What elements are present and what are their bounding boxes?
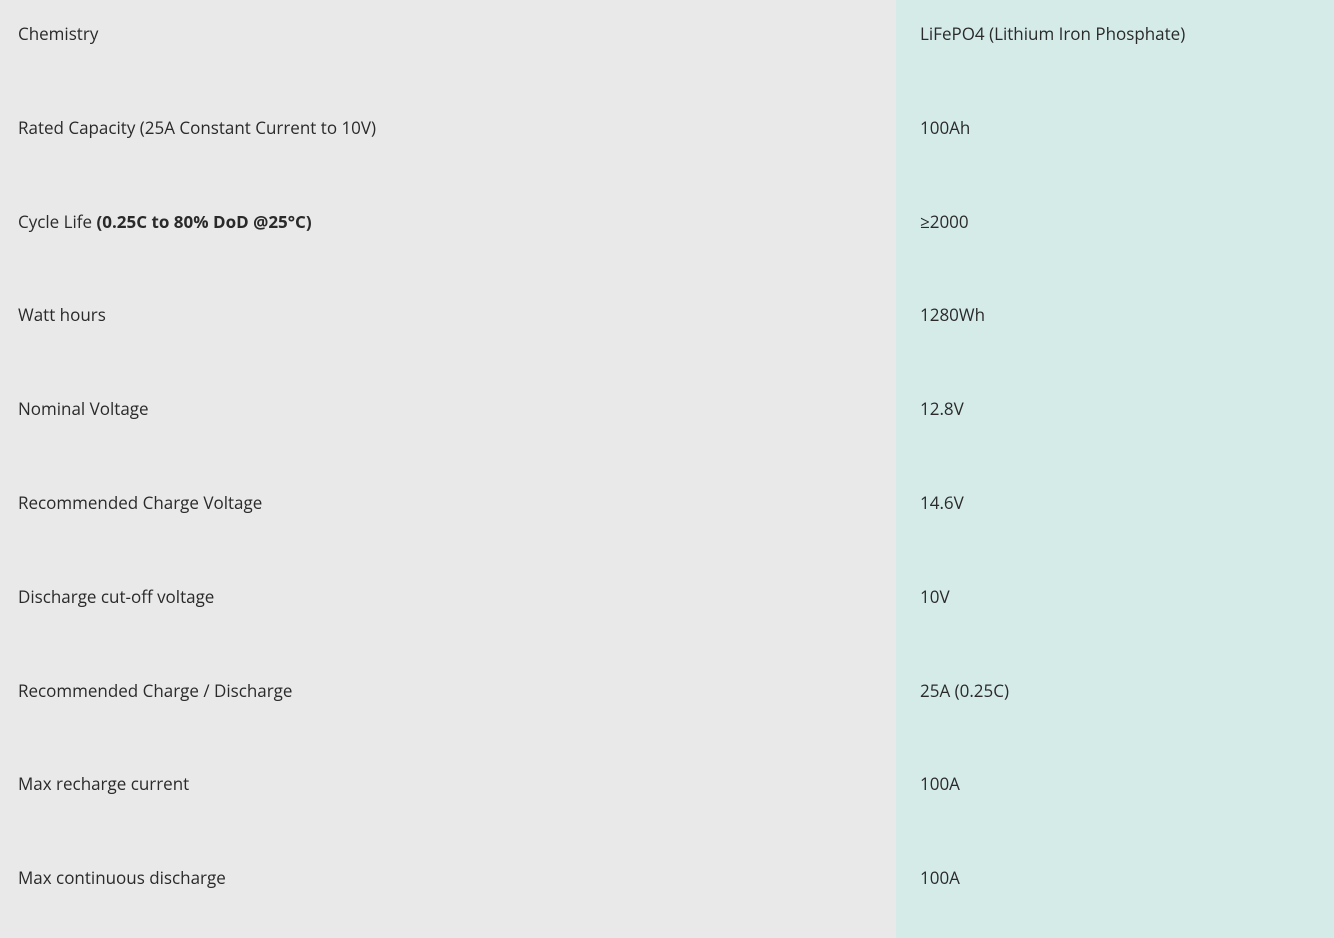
spec-label: Recommended Charge Voltage bbox=[0, 469, 896, 563]
spec-label: Chemistry bbox=[0, 0, 896, 94]
spec-value: 1280Wh bbox=[896, 281, 1334, 375]
table-row: Nominal Voltage 12.8V bbox=[0, 375, 1334, 469]
spec-value: LiFePO4 (Lithium Iron Phosphate) bbox=[896, 0, 1334, 94]
spec-label: Watt hours bbox=[0, 281, 896, 375]
spec-label: Rated Capacity (25A Constant Current to … bbox=[0, 94, 896, 188]
spec-value: ≥2000 bbox=[896, 188, 1334, 282]
spec-label-text: Discharge cut-off voltage bbox=[18, 585, 214, 608]
spec-label-text: Recommended Charge Voltage bbox=[18, 491, 262, 514]
spec-label-bold: (0.25C to 80% DoD @25°C) bbox=[96, 210, 311, 233]
spec-value: 10V bbox=[896, 563, 1334, 657]
spec-table: Chemistry LiFePO4 (Lithium Iron Phosphate… bbox=[0, 0, 1334, 938]
spec-label: Cycle Life (0.25C to 80% DoD @25°C) bbox=[0, 188, 896, 282]
table-row: Max recharge current 100A bbox=[0, 750, 1334, 844]
spec-label: Max recharge current bbox=[0, 750, 896, 844]
spec-label-text: Cycle Life bbox=[18, 210, 96, 233]
spec-label-text: Max continuous discharge bbox=[18, 866, 226, 889]
spec-label-text: Watt hours bbox=[18, 303, 106, 326]
spec-label-text: Chemistry bbox=[18, 22, 98, 45]
table-row: Cycle Life (0.25C to 80% DoD @25°C)≥2000 bbox=[0, 188, 1334, 282]
spec-value: 14.6V bbox=[896, 469, 1334, 563]
spec-label-text: Max recharge current bbox=[18, 772, 189, 795]
spec-label-text: Recommended Charge / Discharge bbox=[18, 679, 292, 702]
spec-label-text: Nominal Voltage bbox=[18, 397, 149, 420]
spec-label: Nominal Voltage bbox=[0, 375, 896, 469]
spec-value: 100Ah bbox=[896, 94, 1334, 188]
spec-value: 25A (0.25C) bbox=[896, 657, 1334, 751]
spec-value: 12.8V bbox=[896, 375, 1334, 469]
spec-label: Discharge cut-off voltage bbox=[0, 563, 896, 657]
spec-label: Max continuous discharge bbox=[0, 844, 896, 938]
table-row: Max continuous discharge 100A bbox=[0, 844, 1334, 938]
table-row: Discharge cut-off voltage 10V bbox=[0, 563, 1334, 657]
table-row: Chemistry LiFePO4 (Lithium Iron Phosphate… bbox=[0, 0, 1334, 94]
table-row: Rated Capacity (25A Constant Current to … bbox=[0, 94, 1334, 188]
table-row: Recommended Charge Voltage 14.6V bbox=[0, 469, 1334, 563]
spec-value: 100A bbox=[896, 844, 1334, 938]
spec-label: Recommended Charge / Discharge bbox=[0, 657, 896, 751]
spec-value: 100A bbox=[896, 750, 1334, 844]
table-row: Watt hours 1280Wh bbox=[0, 281, 1334, 375]
spec-table-body: Chemistry LiFePO4 (Lithium Iron Phosphate… bbox=[0, 0, 1334, 938]
spec-label-text: Rated Capacity (25A Constant Current to … bbox=[18, 116, 376, 139]
table-row: Recommended Charge / Discharge 25A (0.25C… bbox=[0, 657, 1334, 751]
